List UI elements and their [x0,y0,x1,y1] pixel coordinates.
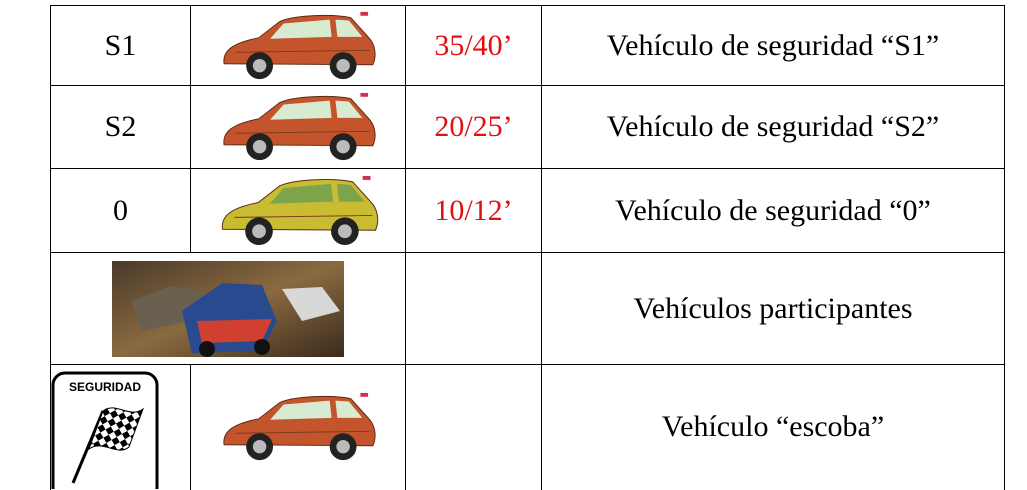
car-cell [190,364,406,490]
time: 20/25’ [405,85,542,169]
code: S2 [50,85,191,169]
description: Vehículo de seguridad “S1” [541,5,1005,86]
car-image [213,391,383,463]
description: Vehículo “escoba” [541,364,1005,490]
empty-cell [405,364,542,490]
car-image [213,10,383,82]
row: S2 20/25’ Vehículo de seguridad “S2” [50,85,1005,169]
rally-cell [50,252,406,365]
code: 0 [50,168,191,253]
row: S1 35/40’ Vehículo de seguridad “S1” [50,5,1005,86]
code: S1 [50,5,191,86]
car-image [211,174,386,248]
row: Vehículos participantes [50,252,1005,365]
row: SEGURIDAD Vehículo “escoba” [50,364,1005,490]
car-image [213,91,383,163]
rally-image [112,260,344,357]
car-cell [190,168,406,253]
table: S1 35/40’ Vehículo de seguridad “S1” S2 … [50,5,1005,490]
description: Vehículo de seguridad “S2” [541,85,1005,169]
car-cell [190,85,406,169]
sign: SEGURIDAD [51,371,159,489]
sign-cell: SEGURIDAD [50,364,191,490]
description: Vehículo de seguridad “0” [541,168,1005,253]
time: 10/12’ [405,168,542,253]
row: 0 10/12’ Vehículo de seguridad “0” [50,168,1005,253]
time: 35/40’ [405,5,542,86]
empty-cell [405,252,542,365]
car-cell [190,5,406,86]
description: Vehículos participantes [541,252,1005,365]
sign-text: SEGURIDAD [69,380,141,394]
